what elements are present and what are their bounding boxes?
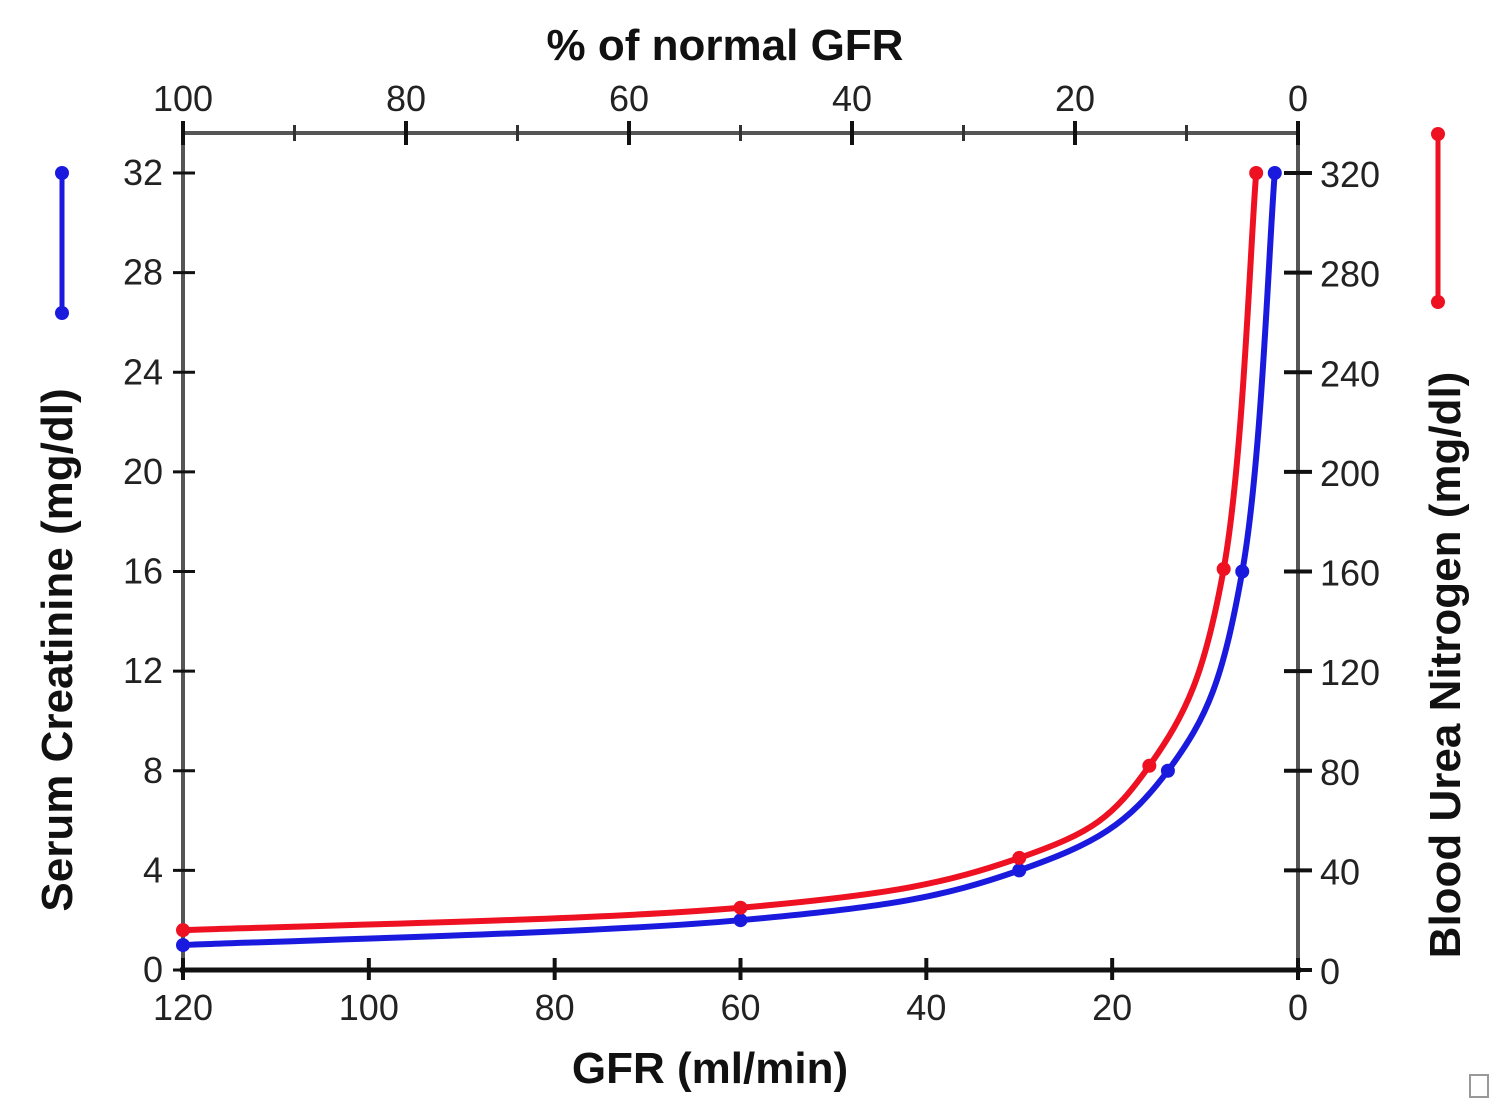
y-tick-label: 32 [123, 152, 163, 193]
data-point-0 [1160, 763, 1175, 778]
x-tick-label: 0 [1288, 987, 1308, 1028]
data-point-0 [1012, 863, 1027, 878]
y2-tick-label: 0 [1320, 951, 1340, 992]
y-axis-label: Serum Creatinine (mg/dl) [33, 388, 82, 911]
data-point-0 [1235, 564, 1250, 579]
data-point-1 [1249, 166, 1264, 180]
expand-icon[interactable] [1469, 1074, 1489, 1098]
y-tick-label: 20 [123, 451, 163, 492]
x2-tick-label: 20 [1055, 78, 1095, 119]
x-tick-label: 120 [153, 987, 213, 1028]
x-tick-label: 60 [720, 987, 760, 1028]
data-point-1 [1142, 758, 1157, 773]
y2-tick-label: 120 [1320, 652, 1380, 693]
x2-tick-label: 80 [386, 78, 426, 119]
y2-axis-label: Blood Urea Nitrogen (mg/dl) [1421, 372, 1470, 959]
x-tick-label: 100 [339, 987, 399, 1028]
x-axis-label: GFR (ml/min) [572, 1044, 848, 1093]
x2-tick-label: 60 [609, 78, 649, 119]
x-tick-label: 80 [535, 987, 575, 1028]
y2-tick-label: 320 [1320, 154, 1380, 195]
data-point-1 [733, 900, 748, 915]
legend-bun [1431, 127, 1445, 309]
data-point-0 [1267, 166, 1282, 180]
y2-tick-label: 80 [1320, 752, 1360, 793]
y2-tick-label: 200 [1320, 453, 1380, 494]
chart-title: % of normal GFR [547, 21, 904, 70]
y-tick-label: 4 [143, 849, 163, 890]
y-tick-label: 0 [143, 949, 163, 990]
data-point-1 [1216, 562, 1231, 577]
data-point-1 [1012, 850, 1027, 865]
series-layer [176, 166, 1282, 953]
series-line-0 [182, 172, 1278, 949]
data-point-0 [733, 913, 748, 928]
x2-tick-label: 0 [1288, 78, 1308, 119]
x-tick-label: 20 [1092, 987, 1132, 1028]
x-tick-label: 40 [906, 987, 946, 1028]
x2-tick-label: 40 [832, 78, 872, 119]
data-point-0 [176, 938, 190, 953]
y-tick-label: 12 [123, 650, 163, 691]
y2-tick-label: 280 [1320, 254, 1380, 295]
series-line-1 [182, 172, 1260, 934]
y-tick-label: 24 [123, 351, 163, 392]
x2-tick-label: 100 [153, 78, 213, 119]
y-tick-label: 8 [143, 750, 163, 791]
y-tick-label: 28 [123, 252, 163, 293]
legend-creatinine [55, 166, 69, 320]
data-point-1 [176, 923, 190, 938]
y2-tick-label: 160 [1320, 553, 1380, 594]
y-tick-label: 16 [123, 551, 163, 592]
y2-tick-label: 240 [1320, 353, 1380, 394]
y2-tick-label: 40 [1320, 851, 1360, 892]
